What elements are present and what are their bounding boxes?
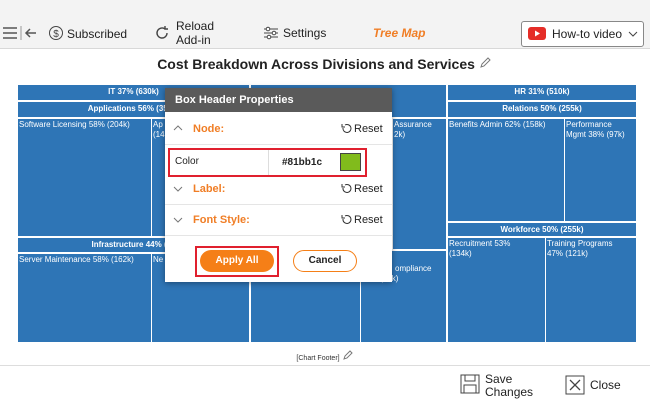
settings-icon bbox=[264, 26, 278, 40]
apply-button[interactable]: Apply All bbox=[200, 250, 274, 272]
reload-add-in[interactable]: Reload Add-in bbox=[176, 19, 214, 47]
section-title: Node: bbox=[193, 123, 225, 135]
color-swatch[interactable] bbox=[340, 153, 361, 171]
section-title: Label: bbox=[193, 183, 226, 195]
leaf[interactable]: Recruitment 53% (134k) bbox=[447, 237, 546, 343]
leaf-label: Ne bbox=[153, 255, 164, 264]
chart-footer: [Chart Footer] bbox=[0, 350, 650, 362]
leaf-label: ompliance bbox=[395, 264, 432, 273]
header-label: IT 37% (630k) bbox=[108, 87, 159, 96]
cancel-button[interactable]: Cancel bbox=[293, 250, 357, 272]
chevron-down bbox=[173, 186, 183, 192]
leaf[interactable]: Server Maintenance 58% (162k) bbox=[17, 253, 152, 343]
color-row: Color #81bb1c bbox=[168, 148, 367, 177]
leaf-label: Benefits Admin 62% (158k) bbox=[449, 120, 546, 129]
subscribed-icon: $ bbox=[49, 26, 63, 40]
reset-icon bbox=[341, 184, 352, 193]
chevron bbox=[628, 31, 638, 37]
section-title: Font Style: bbox=[193, 214, 250, 226]
leaf-label: Server Maintenance 58% (162k) bbox=[19, 255, 134, 264]
leaf-label: Assurance bbox=[394, 120, 432, 129]
leaf-label: Software Licensing 58% (204k) bbox=[19, 120, 130, 129]
header-label: Infrastructure 44% (28 bbox=[91, 240, 176, 249]
leaf[interactable]: Training Programs 47% (121k) bbox=[545, 237, 637, 343]
reload-icon bbox=[156, 26, 168, 39]
group-header[interactable]: HR 31% (510k) bbox=[447, 84, 637, 101]
header-label: HR 31% (510k) bbox=[514, 87, 570, 96]
leaf[interactable]: Performance Mgmt 38% (97k) bbox=[564, 118, 637, 222]
leaf-label: Recruitment 53% bbox=[449, 239, 511, 248]
footer-text: [Chart Footer] bbox=[296, 355, 340, 362]
leaf-label: (14 bbox=[153, 130, 165, 139]
close[interactable]: Close bbox=[590, 378, 621, 392]
group-header[interactable]: Workforce 50% (255k) bbox=[447, 222, 637, 237]
leaf-label: Performance bbox=[566, 120, 612, 129]
toolbar: $ Subscribed Reload Add-in Settings Tree … bbox=[0, 0, 650, 49]
header-label: Applications 56% (354k) bbox=[87, 104, 180, 113]
chevron-up bbox=[173, 125, 183, 131]
leaf-label: 47% (121k) bbox=[547, 249, 588, 258]
leaf-label: Mgmt 38% (97k) bbox=[566, 130, 625, 139]
leaf-label: Ap bbox=[153, 120, 163, 129]
group-header[interactable]: Relations 50% (255k) bbox=[447, 101, 637, 118]
nav-icons[interactable] bbox=[2, 25, 40, 41]
bottom-bar: Save Changes Close bbox=[0, 365, 650, 420]
label-row[interactable]: Label: Reset bbox=[165, 174, 392, 205]
reset[interactable]: Reset bbox=[354, 183, 383, 195]
reload-line: Add-in bbox=[176, 33, 211, 47]
reload-line: Reload bbox=[176, 19, 215, 33]
chart-title: Cost Breakdown Across Divisions and Serv… bbox=[0, 56, 650, 72]
chart-type: Tree Map bbox=[373, 26, 426, 40]
title-text: Cost Breakdown Across Divisions and Serv… bbox=[157, 56, 475, 72]
leaf-label: Training Programs bbox=[547, 239, 613, 248]
leaf-label: 2k) bbox=[394, 130, 406, 139]
color-value[interactable]: #81bb1c bbox=[282, 157, 323, 168]
save-line: Save bbox=[485, 372, 513, 386]
save-icon bbox=[460, 374, 480, 394]
dialog-title: Box Header Properties bbox=[165, 88, 392, 112]
video-label: How-to video bbox=[552, 27, 623, 41]
subscribed[interactable]: Subscribed bbox=[67, 27, 128, 41]
header-label: Workforce 50% (255k) bbox=[500, 225, 584, 234]
reset-icon bbox=[341, 124, 352, 133]
edit-icon[interactable] bbox=[342, 350, 354, 360]
svg-text:$: $ bbox=[53, 29, 59, 40]
close-icon bbox=[565, 375, 585, 395]
leaf[interactable]: Software Licensing 58% (204k) bbox=[17, 118, 152, 237]
reset-icon bbox=[341, 215, 352, 224]
video-button[interactable]: How-to video bbox=[521, 21, 644, 47]
leaf[interactable]: Benefits Admin 62% (158k) bbox=[447, 118, 565, 222]
apply-highlight bbox=[195, 246, 279, 277]
youtube-icon bbox=[528, 27, 546, 40]
divider bbox=[268, 150, 269, 175]
dialog: Box Header Properties Node: Reset Color … bbox=[165, 88, 392, 282]
font-style-row[interactable]: Font Style: Reset bbox=[165, 205, 392, 236]
save-changes[interactable]: Save Changes bbox=[485, 373, 533, 399]
leaf-label: (134k) bbox=[449, 249, 472, 258]
reset[interactable]: Reset bbox=[354, 123, 383, 135]
node-row[interactable]: Node: Reset bbox=[165, 114, 392, 145]
leaf[interactable]: Assurance 2k) bbox=[392, 118, 447, 250]
header-label: Relations 50% (255k) bbox=[502, 104, 582, 113]
edit-icon[interactable] bbox=[479, 57, 493, 69]
save-line: Changes bbox=[485, 385, 534, 399]
reset[interactable]: Reset bbox=[354, 214, 383, 226]
chevron-down bbox=[173, 217, 183, 223]
settings[interactable]: Settings bbox=[283, 26, 327, 40]
color-label: Color bbox=[175, 156, 199, 167]
